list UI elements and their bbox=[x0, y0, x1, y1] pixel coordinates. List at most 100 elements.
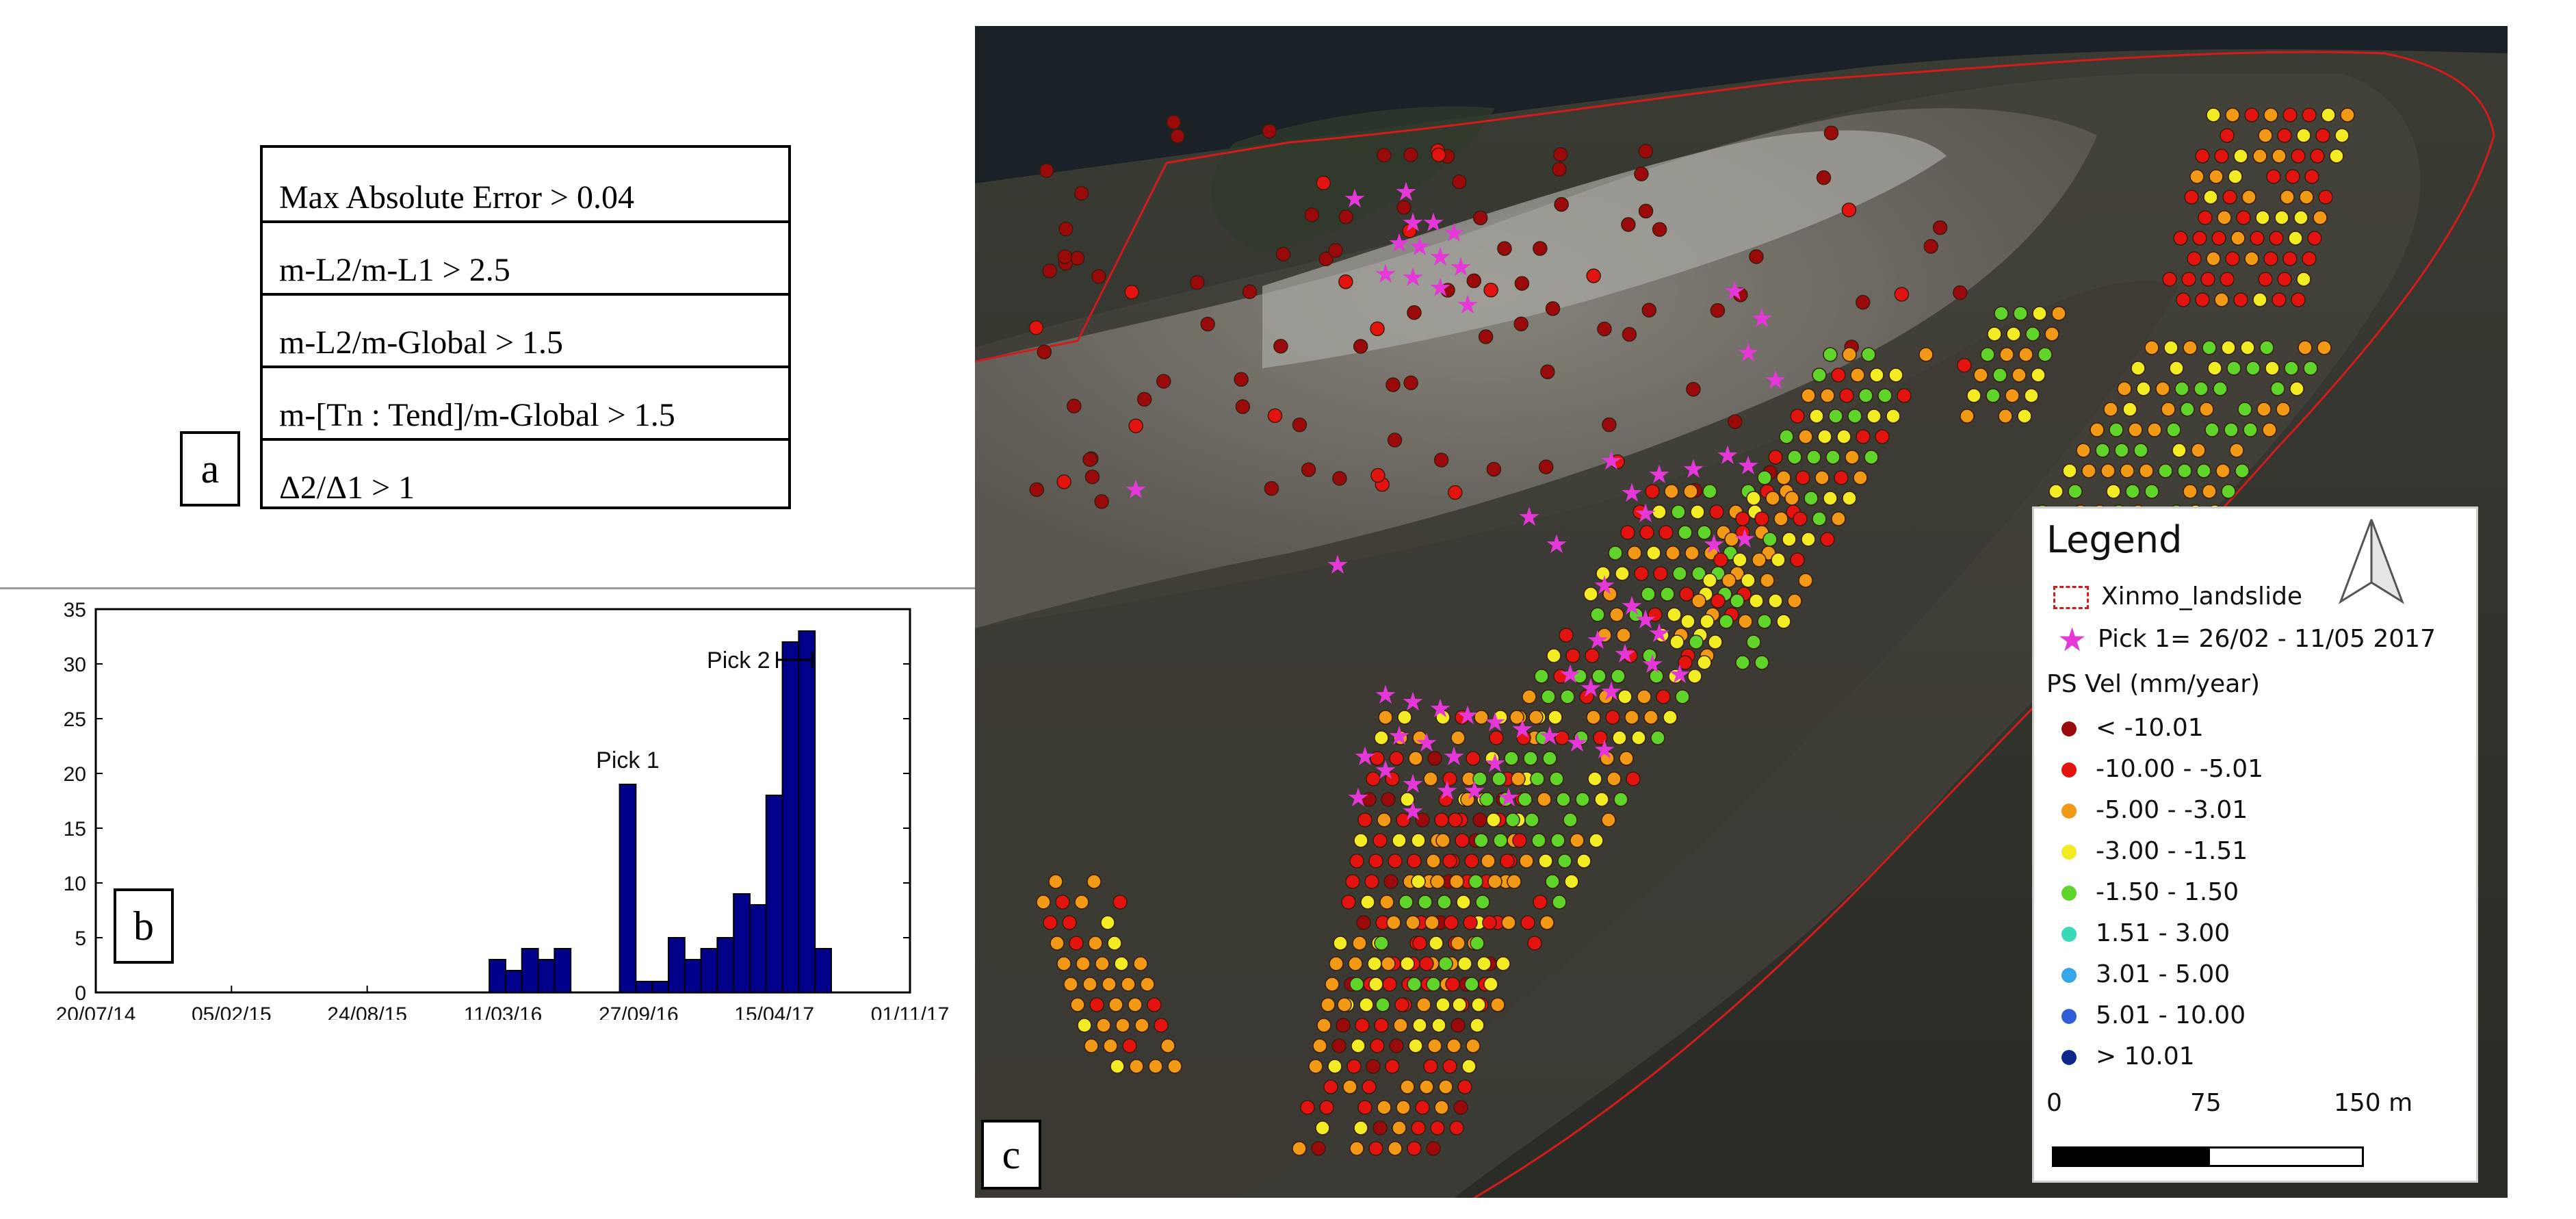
ps-point bbox=[1684, 546, 1700, 561]
ps-point bbox=[1779, 429, 1794, 444]
ps-point bbox=[1166, 114, 1182, 130]
ps-vel-class: 3.01 - 5.00 bbox=[2053, 960, 2230, 988]
ps-point bbox=[1710, 593, 1726, 608]
ps-point bbox=[2289, 381, 2304, 396]
bar-series bbox=[489, 630, 832, 993]
ps-point bbox=[1649, 669, 1664, 684]
ps-point bbox=[1048, 874, 1063, 889]
ps-point bbox=[1408, 1038, 1423, 1053]
ps-point bbox=[1429, 936, 1444, 951]
ps-point bbox=[1768, 450, 1783, 465]
ps-point bbox=[1831, 511, 1846, 526]
ps-point bbox=[1486, 812, 1501, 827]
ps-point bbox=[1801, 532, 1816, 547]
ps-point bbox=[1353, 833, 1368, 848]
scarp-bright bbox=[975, 108, 2097, 628]
ps-point bbox=[2215, 463, 2230, 478]
ps-point bbox=[2122, 402, 2137, 417]
ps-point bbox=[1435, 997, 1450, 1012]
ps-point bbox=[1626, 771, 1641, 786]
ps-point bbox=[1368, 854, 1383, 869]
xinmo-landslide-outline bbox=[975, 51, 2495, 1198]
pick-star: ★ bbox=[1456, 702, 1479, 730]
ps-point bbox=[2194, 381, 2209, 396]
ps-point bbox=[1378, 710, 1393, 725]
ps-point bbox=[1449, 874, 1464, 889]
ps-point bbox=[1411, 874, 1426, 889]
ps-point bbox=[1056, 956, 1071, 971]
pick-star: ★ bbox=[1733, 525, 1756, 554]
pick-star: ★ bbox=[1442, 743, 1466, 771]
ps-point bbox=[1664, 484, 1679, 499]
y-axis: 0 5 10 15 20 25 30 35 bbox=[64, 599, 910, 1005]
pick-star: ★ bbox=[1538, 722, 1561, 751]
panel-label-b: b bbox=[133, 903, 154, 949]
ps-point bbox=[1407, 1141, 1422, 1156]
ps-point bbox=[1650, 730, 1665, 745]
ps-point bbox=[1565, 648, 1580, 663]
ps-point bbox=[1396, 1100, 1411, 1115]
scale-label-75: 75 bbox=[2190, 1089, 2222, 1117]
ps-point bbox=[1834, 470, 1849, 485]
ps-point bbox=[2291, 149, 2306, 164]
ps-point bbox=[2155, 381, 2170, 396]
ps-point bbox=[1752, 552, 1767, 567]
ps-point bbox=[1482, 915, 1497, 930]
ps-point bbox=[1435, 710, 1450, 725]
ps-point bbox=[1918, 347, 1934, 362]
ps-point bbox=[1869, 368, 1884, 383]
criterion-row: Δ2/Δ1 > 1 bbox=[263, 438, 788, 511]
ps-point bbox=[2304, 169, 2319, 184]
ps-point bbox=[1784, 491, 1799, 506]
class-label: 1.51 - 3.00 bbox=[2096, 919, 2230, 947]
ps-point bbox=[1708, 634, 1723, 650]
ps-point bbox=[1403, 375, 1418, 391]
ps-point bbox=[1338, 274, 1353, 290]
ps-point bbox=[1790, 552, 1805, 567]
ps-point bbox=[2235, 463, 2250, 478]
ps-point bbox=[2243, 422, 2258, 437]
ps-point bbox=[1511, 771, 1526, 786]
ps-point bbox=[1823, 491, 1838, 506]
ps-point bbox=[1067, 398, 1082, 414]
panel-label-c: c bbox=[981, 1120, 1041, 1190]
ps-point bbox=[1541, 689, 1556, 704]
ps-point bbox=[2318, 190, 2333, 205]
pick-star: ★ bbox=[1401, 770, 1424, 799]
ps-point bbox=[2048, 484, 2064, 499]
ps-point bbox=[1387, 433, 1403, 448]
ps-point bbox=[1450, 1018, 1466, 1033]
pick-histogram: 0 5 10 15 20 25 30 35 20/07/14 05/02/15 24/08/15 1… bbox=[56, 599, 950, 1020]
ps-point bbox=[1754, 511, 1769, 526]
pick-star: ★ bbox=[1565, 729, 1589, 758]
ps-point bbox=[1444, 915, 1459, 930]
ps-point bbox=[1411, 1120, 1426, 1135]
ps-point bbox=[1858, 388, 1873, 403]
ps-point bbox=[1741, 573, 1756, 588]
ps-point bbox=[1383, 874, 1398, 889]
pick-star: ★ bbox=[1586, 626, 1609, 655]
ps-point bbox=[1351, 1038, 1366, 1053]
ps-point bbox=[1102, 977, 1117, 992]
pick-star: ★ bbox=[1401, 264, 1424, 292]
ps-point bbox=[2221, 484, 2236, 499]
ps-point bbox=[1957, 357, 1972, 373]
ps-point bbox=[1575, 792, 1590, 807]
ps-point bbox=[1349, 977, 1364, 992]
ps-point bbox=[1757, 614, 1772, 629]
ps-point bbox=[1842, 347, 1857, 362]
ps-point bbox=[1437, 895, 1452, 910]
ps-point bbox=[1466, 751, 1481, 766]
ps-point bbox=[1352, 936, 1367, 951]
ps-point bbox=[1094, 493, 1109, 509]
ps-point bbox=[1638, 203, 1654, 219]
ps-point bbox=[1782, 532, 1797, 547]
ps-point bbox=[1795, 470, 1810, 485]
ps-point bbox=[1115, 1018, 1130, 1033]
ps-point bbox=[1732, 552, 1747, 567]
ps-point bbox=[1553, 146, 1568, 162]
ps-point bbox=[1512, 833, 1527, 848]
histogram-bar bbox=[667, 937, 686, 993]
ps-vel-class: > 10.01 bbox=[2053, 1042, 2195, 1070]
ps-point bbox=[2230, 231, 2246, 246]
